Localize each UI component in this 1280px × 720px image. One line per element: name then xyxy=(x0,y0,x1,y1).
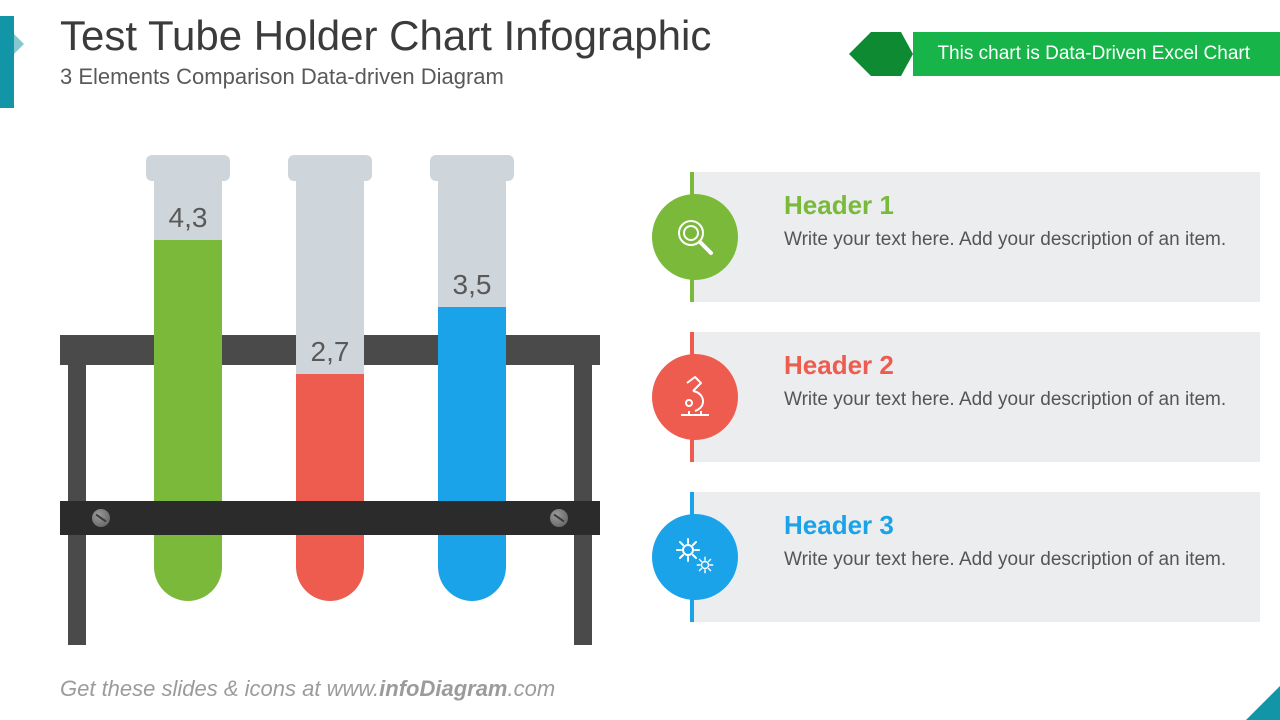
gears-icon xyxy=(652,514,738,600)
card-2-header: Header 2 xyxy=(784,350,1236,381)
card-3-body: Write your text here. Add your descripti… xyxy=(784,547,1236,573)
tube-1-label: 4,3 xyxy=(146,202,230,234)
microscope-icon xyxy=(652,354,738,440)
screw-left xyxy=(92,509,110,527)
card-1-header: Header 1 xyxy=(784,190,1236,221)
rack-leg-right xyxy=(574,335,592,645)
card-2-body: Write your text here. Add your descripti… xyxy=(784,387,1236,413)
card-2: Header 2 Write your text here. Add your … xyxy=(690,332,1260,462)
test-tube-chart: 4,3 2,7 3,5 xyxy=(60,165,600,645)
rack-bar-bottom xyxy=(60,501,600,535)
card-1: Header 1 Write your text here. Add your … xyxy=(690,172,1260,302)
tube-3-label: 3,5 xyxy=(430,269,514,301)
screw-right xyxy=(550,509,568,527)
corner-accent xyxy=(1246,686,1280,720)
magnifier-icon xyxy=(652,194,738,280)
footer-prefix: Get these slides & icons at www. xyxy=(60,676,379,701)
footer-suffix: .com xyxy=(508,676,556,701)
ribbon-banner: This chart is Data-Driven Excel Chart xyxy=(849,32,1280,76)
rack-leg-left xyxy=(68,335,86,645)
tube-2-fill xyxy=(296,374,364,601)
page-subtitle: 3 Elements Comparison Data-driven Diagra… xyxy=(60,64,504,90)
footer-credits: Get these slides & icons at www.infoDiag… xyxy=(60,676,555,702)
card-3-header: Header 3 xyxy=(784,510,1236,541)
page-title: Test Tube Holder Chart Infographic xyxy=(60,12,711,60)
card-1-body: Write your text here. Add your descripti… xyxy=(784,227,1236,253)
header-accent xyxy=(0,16,14,108)
card-3: Header 3 Write your text here. Add your … xyxy=(690,492,1260,622)
footer-brand: infoDiagram xyxy=(379,676,507,701)
tube-2-label: 2,7 xyxy=(288,336,372,368)
tube-3-fill xyxy=(438,307,506,601)
tube-1-fill xyxy=(154,240,222,601)
cards-column: Header 1 Write your text here. Add your … xyxy=(690,172,1260,652)
ribbon-text: This chart is Data-Driven Excel Chart xyxy=(913,32,1280,76)
